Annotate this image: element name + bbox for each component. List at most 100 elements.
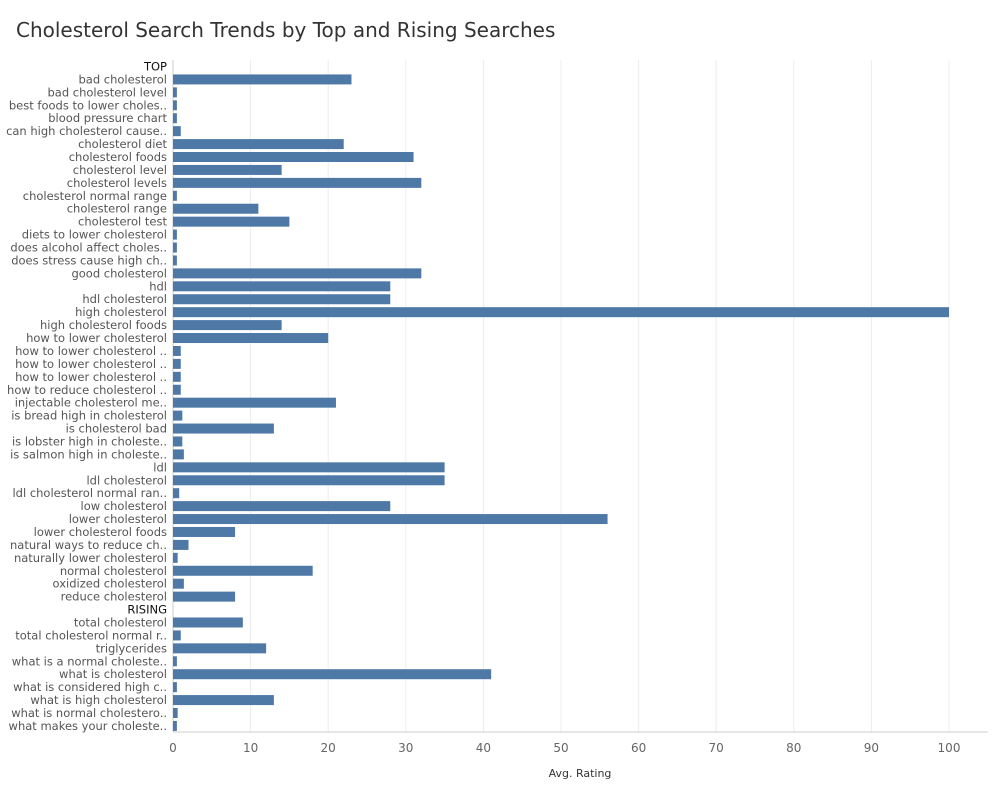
- category-label: best foods to lower choles..: [9, 98, 167, 112]
- bar: [173, 578, 184, 589]
- category-label: high cholesterol foods: [40, 318, 167, 332]
- bar: [173, 113, 177, 124]
- category-label: how to lower cholesterol ..: [15, 357, 167, 371]
- category-label: triglycerides: [96, 641, 167, 655]
- bar: [173, 436, 183, 447]
- bar: [173, 152, 414, 163]
- chart-title: Cholesterol Search Trends by Top and Ris…: [16, 18, 556, 42]
- bar: [173, 591, 236, 602]
- bar: [173, 229, 177, 240]
- category-label: lower cholesterol: [69, 512, 167, 526]
- category-label: total cholesterol: [74, 615, 167, 629]
- bar: [173, 358, 181, 369]
- category-label: injectable cholesterol me..: [15, 396, 167, 410]
- category-label: how to lower cholesterol ..: [15, 344, 167, 358]
- category-label: is bread high in cholesterol: [11, 409, 167, 423]
- category-label: hdl cholesterol: [82, 292, 167, 306]
- bar: [173, 74, 352, 85]
- x-axis-title: Avg. Rating: [549, 767, 612, 780]
- category-label: ldl: [153, 460, 167, 474]
- category-label: natural ways to reduce ch..: [10, 538, 167, 552]
- category-label: cholesterol levels: [67, 176, 167, 190]
- x-tick-label: 20: [321, 741, 336, 755]
- x-tick-label: 70: [709, 741, 724, 755]
- category-label: blood pressure chart: [48, 111, 167, 125]
- category-label: total cholesterol normal r..: [15, 628, 167, 642]
- category-label: what is high cholesterol: [30, 693, 167, 707]
- bar: [173, 294, 391, 305]
- category-label: good cholesterol: [71, 266, 167, 280]
- bar: [173, 488, 180, 499]
- x-tick-label: 10: [243, 741, 258, 755]
- bar: [173, 139, 344, 150]
- bar: [173, 268, 422, 279]
- x-tick-label: 100: [938, 741, 961, 755]
- bar: [173, 371, 181, 382]
- bar: [173, 423, 274, 434]
- bar: [173, 320, 282, 331]
- category-label: hdl: [149, 279, 167, 293]
- bar: [173, 164, 282, 175]
- group-label: TOP: [143, 60, 167, 74]
- bar: [173, 475, 445, 486]
- category-label: cholesterol test: [78, 215, 167, 229]
- category-label: ldl cholesterol normal ran..: [12, 486, 167, 500]
- category-label: is lobster high in choleste..: [12, 434, 167, 448]
- category-label: what is cholesterol: [59, 667, 167, 681]
- category-label: does alcohol affect choles..: [10, 241, 167, 255]
- x-tick-label: 0: [169, 741, 177, 755]
- bar: [173, 462, 445, 473]
- group-label: RISING: [127, 603, 167, 617]
- bar: [173, 410, 183, 421]
- bar: [173, 526, 236, 537]
- bar: [173, 539, 189, 550]
- category-label: reduce cholesterol: [61, 590, 167, 604]
- category-label: naturally lower cholesterol: [14, 551, 167, 565]
- category-label: high cholesterol: [75, 305, 167, 319]
- bar: [173, 695, 274, 706]
- bar: [173, 203, 259, 214]
- bar: [173, 242, 177, 253]
- category-label: oxidized cholesterol: [53, 577, 167, 591]
- bar: [173, 720, 177, 731]
- bar: [173, 449, 184, 460]
- bar: [173, 87, 177, 98]
- bar: [173, 345, 181, 356]
- x-tick-label: 80: [786, 741, 801, 755]
- bar: [173, 397, 336, 408]
- category-label: can high cholesterol cause..: [6, 124, 167, 138]
- bar: [173, 307, 949, 318]
- category-label: is salmon high in choleste..: [10, 447, 167, 461]
- bar: [173, 552, 178, 563]
- category-label: does stress cause high ch..: [11, 253, 167, 267]
- category-label: how to lower cholesterol ..: [15, 370, 167, 384]
- category-label: how to lower cholesterol: [26, 331, 167, 345]
- category-label: lower cholesterol foods: [34, 525, 167, 539]
- category-label: what is a normal choleste..: [12, 654, 167, 668]
- category-label: cholesterol level: [73, 163, 167, 177]
- bar: [173, 682, 177, 693]
- category-label: normal cholesterol: [60, 564, 167, 578]
- category-label: what is considered high c..: [13, 680, 167, 694]
- bar: [173, 514, 608, 525]
- x-tick-label: 60: [631, 741, 646, 755]
- bar: [173, 656, 177, 667]
- category-label: bad cholesterol level: [47, 85, 167, 99]
- category-label: low cholesterol: [81, 499, 168, 513]
- bar: [173, 333, 329, 344]
- category-label: diets to lower cholesterol: [22, 228, 167, 242]
- bar: [173, 100, 177, 111]
- bar: [173, 501, 391, 512]
- bar: [173, 190, 177, 201]
- bar: [173, 384, 181, 395]
- bar: [173, 126, 181, 137]
- category-label: what is normal cholestero..: [11, 706, 167, 720]
- category-label: is cholesterol bad: [66, 422, 167, 436]
- bar: [173, 643, 267, 654]
- bar: [173, 281, 391, 292]
- bar: [173, 216, 290, 227]
- x-tick-label: 50: [553, 741, 568, 755]
- category-label: what makes your choleste..: [9, 719, 167, 733]
- category-label: cholesterol range: [67, 202, 167, 216]
